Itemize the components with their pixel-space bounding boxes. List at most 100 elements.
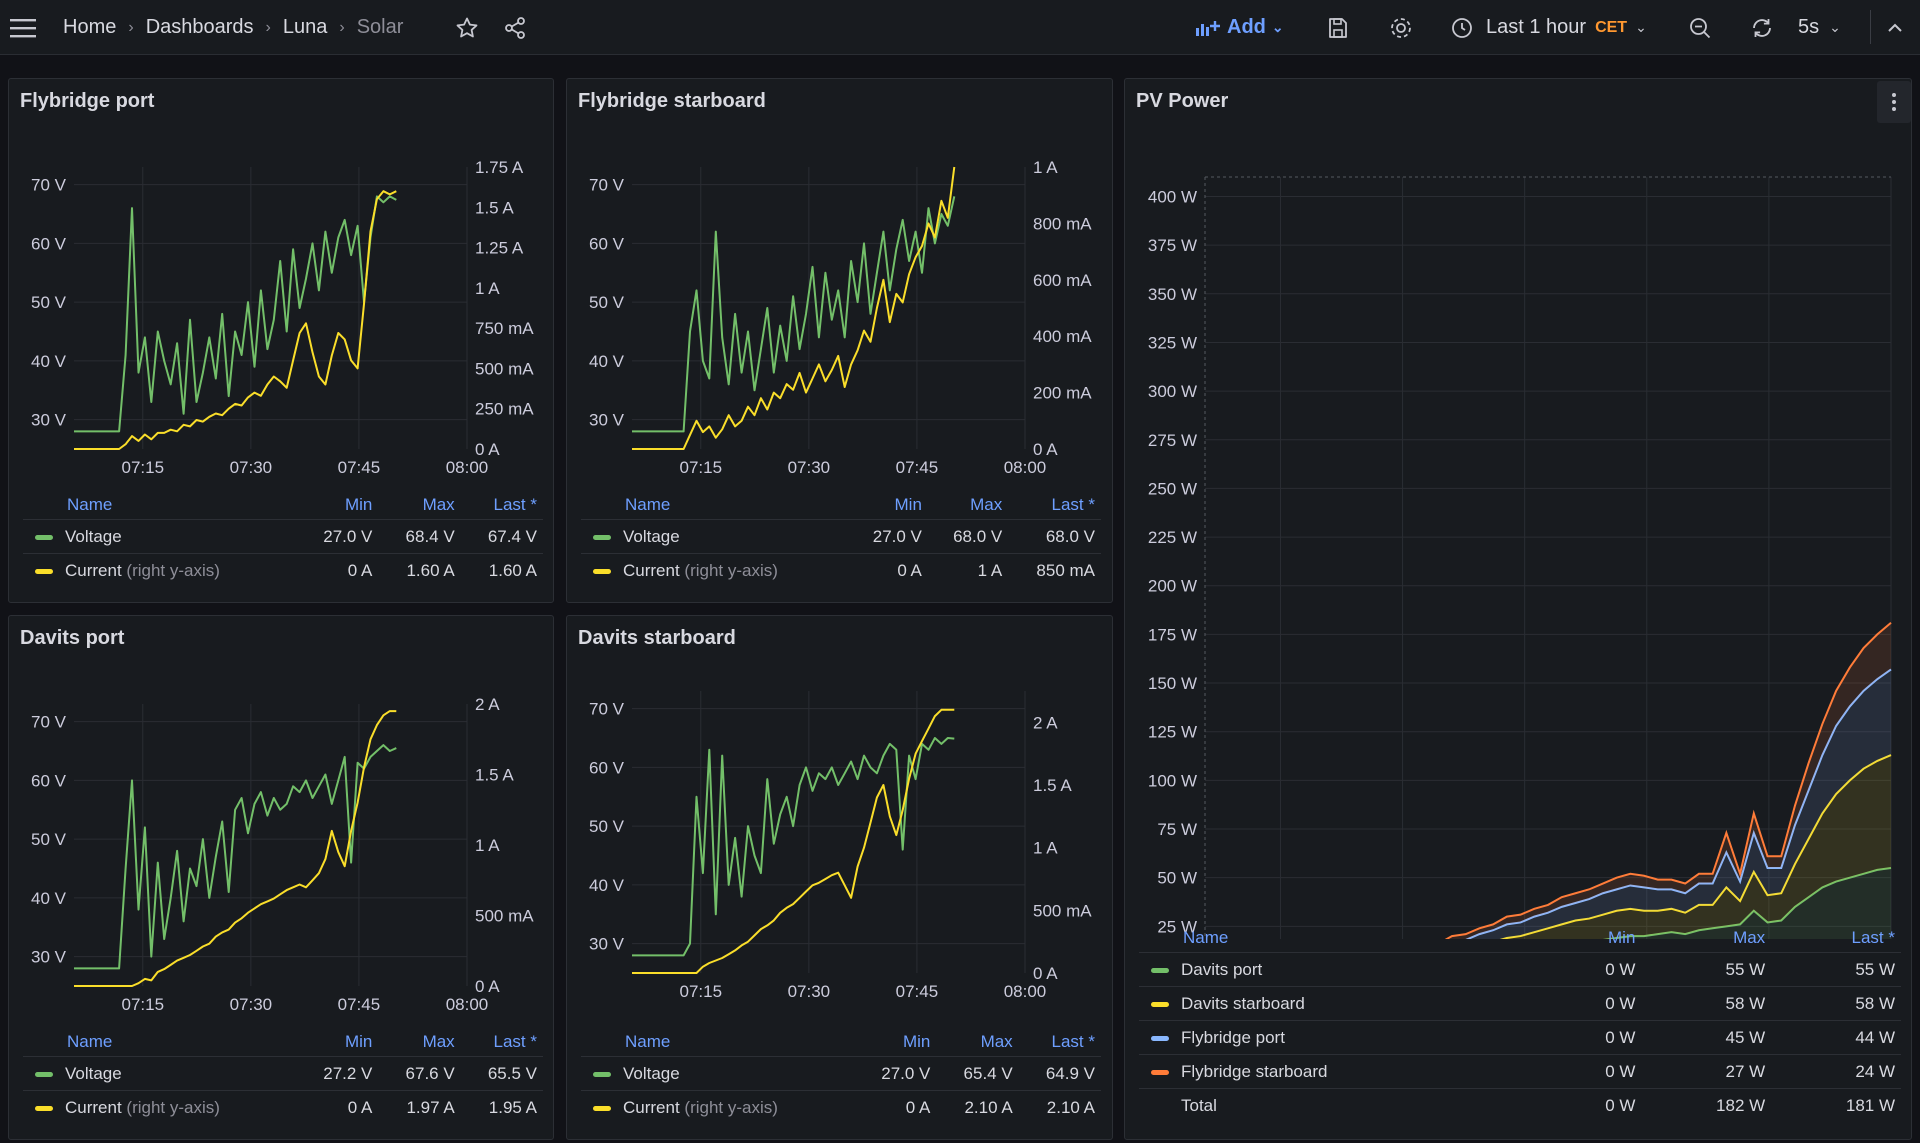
legend-header-min[interactable]: Min [1551,924,1642,953]
legend-row-flybridge-starboard[interactable]: Flybridge starboard 0 W 27 W 24 W [1139,1054,1901,1089]
y-tick-label: 250 W [1148,479,1197,498]
legend-header-max[interactable]: Max [378,1028,461,1057]
y-tick-label: 50 V [31,293,67,312]
series-name: Current [65,1097,122,1117]
legend-header-name[interactable]: Name [23,1028,297,1057]
legend-header-name[interactable]: Name [23,491,297,520]
value-max: 68.0 V [927,519,1009,554]
time-picker[interactable]: Last 1 hour CET ⌄ [1450,0,1647,55]
clock-icon [1452,17,1472,38]
time-range-label: Last 1 hour [1486,16,1587,38]
menu-icon[interactable] [8,0,38,55]
chevron-down-icon: ⌄ [1271,19,1284,35]
legend-header-min[interactable]: Min [854,1028,937,1057]
legend-row-flybridge-port[interactable]: Flybridge port 0 W 45 W 44 W [1139,1020,1901,1055]
legend-row-voltage[interactable]: Voltage 27.0 V 65.4 V 64.9 V [581,1056,1101,1091]
star-icon[interactable] [455,0,479,55]
value-max: 45 W [1641,1020,1772,1055]
legend-header-last[interactable]: Last * [460,1028,543,1057]
y-tick-label: 375 W [1148,236,1197,255]
save-icon[interactable] [1326,0,1350,55]
y-tick-label: 150 W [1148,674,1197,693]
legend-row-current[interactable]: Current (right y-axis) 0 A 1.60 A 1.60 A [23,554,543,588]
value-min: 27.0 V [854,1056,937,1091]
y-tick-label: 325 W [1148,333,1197,352]
refresh-interval-label: 5s [1798,16,1820,38]
legend-header-name[interactable]: Name [581,1028,855,1057]
legend-table: Name Min Max Last * Davits port 0 W 55 W 55 W … [1139,924,1901,1122]
zoom-out-icon[interactable] [1688,0,1712,55]
value-min: 0 W [1551,1054,1642,1089]
share-icon[interactable] [503,0,527,55]
chevron-right-icon: › [339,18,345,36]
legend-row-total[interactable]: Total 0 W 182 W 181 W [1139,1089,1901,1123]
value-max: 182 W [1716,1095,1766,1115]
legend-header-max[interactable]: Max [378,491,461,520]
x-tick-label: 07:45 [896,458,939,477]
legend-header-max[interactable]: Max [936,1028,1019,1057]
legend-row-davits-starboard[interactable]: Davits starboard 0 W 58 W 58 W [1139,986,1901,1021]
legend-row-voltage[interactable]: Voltage 27.2 V 67.6 V 65.5 V [23,1056,543,1091]
breadcrumb-home[interactable]: Home [63,16,117,38]
legend-row-davits-port[interactable]: Davits port 0 W 55 W 55 W [1139,952,1901,987]
series-name: Flybridge starboard [1181,1061,1328,1081]
y-tick-label: 30 V [589,411,625,430]
value-max: 1.97 A [406,1097,455,1117]
x-tick-label: 07:45 [338,995,381,1014]
legend-table: Name Min Max Last * Voltage 27.0 V 65.4 V 64.9… [581,1028,1101,1124]
legend-header-last[interactable]: Last * [1018,1028,1101,1057]
series-area [1503,755,1891,939]
y-right-tick-label: 1.5 A [475,198,514,217]
breadcrumb-luna[interactable]: Luna [282,16,328,38]
legend-row-voltage[interactable]: Voltage 27.0 V 68.4 V 67.4 V [23,519,543,554]
y-tick-label: 60 V [31,771,67,790]
gear-icon[interactable] [1388,0,1414,55]
legend-row-voltage[interactable]: Voltage 27.0 V 68.0 V 68.0 V [581,519,1101,554]
breadcrumb: Home › Dashboards › Luna › Solar [63,0,403,55]
value-last: 24 W [1771,1054,1901,1089]
y-tick-label: 50 V [589,293,625,312]
value-last: 181 W [1845,1095,1895,1115]
chevron-right-icon: › [128,18,134,36]
y-right-tick-label: 200 mA [1033,384,1092,403]
legend-header-last[interactable]: Last * [460,491,543,520]
y-tick-label: 40 V [589,876,625,895]
legend-header-last[interactable]: Last * [1008,491,1101,520]
add-button[interactable]: Add ⌄ [1195,0,1284,55]
y-right-tick-label: 250 mA [475,400,534,419]
y-tick-label: 50 V [589,817,625,836]
x-tick-label: 07:30 [230,995,273,1014]
legend-row-current[interactable]: Current (right y-axis) 0 A 1 A 850 mA [581,554,1101,588]
legend-header-name[interactable]: Name [1139,924,1552,953]
legend-row-current[interactable]: Current (right y-axis) 0 A 1.97 A 1.95 A [23,1091,543,1125]
refresh-interval-picker[interactable]: 5s ⌄ [1798,0,1841,55]
panel-menu-icon[interactable] [1877,81,1911,123]
series-color-swatch [35,534,53,540]
legend-header-min[interactable]: Min [847,491,928,520]
legend-header-min[interactable]: Min [296,491,379,520]
value-max: 1 A [977,560,1003,580]
series-area [1446,622,1891,939]
breadcrumb-dashboards[interactable]: Dashboards [145,16,254,38]
legend-header-min[interactable]: Min [296,1028,379,1057]
legend-header-name[interactable]: Name [581,491,848,520]
value-max: 68.4 V [378,519,461,554]
legend-header-max[interactable]: Max [1641,924,1772,953]
panel-davits-starboard: Davits starboard 30 V 40 V 50 V 60 V 70 V 0 A… [566,615,1113,1140]
y-right-tick-label: 1 A [1033,158,1058,177]
legend-header-max[interactable]: Max [927,491,1009,520]
chevron-up-icon[interactable] [1884,0,1906,55]
x-tick-label: 08:00 [446,458,489,477]
axis-hint: (right y-axis) [684,1097,778,1117]
value-last: 2.10 A [1046,1097,1095,1117]
y-right-tick-label: 600 mA [1033,271,1092,290]
value-min: 0 A [897,560,922,580]
series-name: Davits starboard [1181,993,1305,1013]
value-max: 65.4 V [936,1056,1019,1091]
refresh-icon[interactable] [1750,0,1774,55]
legend-table: Name Min Max Last * Voltage 27.0 V 68.4 V 67.4… [23,491,543,587]
legend-header-last[interactable]: Last * [1771,924,1901,953]
legend-row-current[interactable]: Current (right y-axis) 0 A 2.10 A 2.10 A [581,1091,1101,1125]
panel-title: Flybridge starboard [578,90,766,112]
